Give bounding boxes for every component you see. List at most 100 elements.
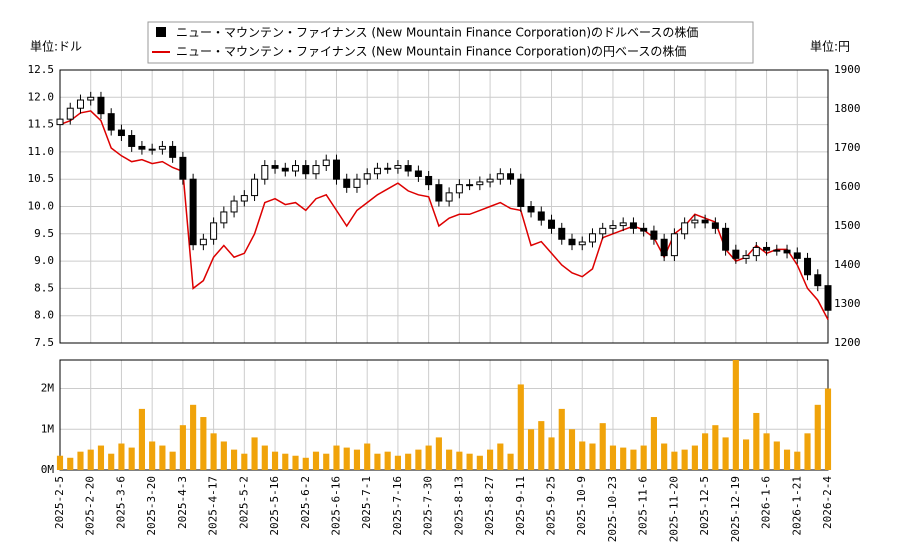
candle-body — [558, 227, 566, 240]
x-tick-label: 2025-12-19 — [729, 476, 742, 542]
y-tick-label: 12.0 — [28, 90, 55, 103]
x-tick-label: 2025-7-1 — [360, 476, 373, 529]
candle-body — [343, 178, 351, 188]
candle-body — [691, 219, 699, 224]
volume-bar — [77, 451, 84, 470]
candle-body — [732, 249, 740, 259]
candle-body — [517, 178, 525, 207]
candle-body — [804, 257, 812, 276]
volume-bar — [620, 447, 627, 470]
candle-body — [537, 211, 545, 221]
candle-body — [373, 167, 381, 175]
volume-bar — [691, 445, 698, 470]
candle-body — [548, 219, 556, 229]
y-tick-label: 11.0 — [28, 145, 55, 158]
candle-body — [527, 206, 535, 213]
volume-bar — [343, 447, 350, 470]
y-tick-label: 8.5 — [34, 281, 54, 294]
candle-body — [189, 178, 197, 246]
candle-body — [169, 145, 177, 158]
legend-label: ニュー・マウンテン・ファイナンス (New Mountain Finance C… — [176, 25, 698, 40]
y2-tick-label: 1500 — [834, 219, 861, 232]
volume-bar — [149, 441, 156, 470]
volume-bar — [425, 445, 432, 470]
volume-bar — [517, 384, 524, 470]
y2-tick-label: 1300 — [834, 297, 861, 310]
y-tick-label: 7.5 — [34, 336, 54, 349]
x-tick-label: 2025-12-5 — [698, 476, 711, 536]
y-tick-label: 12.5 — [28, 63, 55, 76]
candle-body — [251, 178, 259, 197]
candle-body — [496, 173, 504, 180]
candle-body — [681, 222, 689, 235]
x-tick-label: 2025-11-6 — [637, 476, 650, 536]
volume-bar — [251, 437, 258, 470]
volume-bar — [323, 453, 330, 470]
candle-body — [261, 165, 269, 180]
candle-body — [783, 249, 791, 254]
y2-tick-label: 1400 — [834, 258, 861, 271]
x-tick-label: 2025-6-2 — [299, 476, 312, 529]
y-tick-label: 11.5 — [28, 118, 55, 131]
volume-bar — [97, 445, 105, 470]
candle-body — [158, 145, 166, 150]
candle-body — [435, 184, 443, 202]
x-tick-label: 2025-4-3 — [176, 476, 189, 529]
volume-tick-label: 2M — [41, 382, 55, 395]
volume-bar — [538, 421, 545, 470]
y-tick-label: 9.0 — [34, 254, 54, 267]
volume-bar — [108, 453, 115, 470]
volume-bar — [609, 445, 617, 470]
volume-bar — [732, 360, 739, 470]
volume-bar — [190, 404, 197, 470]
candle-body — [97, 96, 105, 115]
candle-body — [240, 195, 248, 202]
candle-body — [670, 233, 678, 257]
candle-body — [455, 184, 463, 194]
candle-body — [568, 238, 576, 246]
candle-body — [302, 165, 310, 175]
x-tick-label: 2026-2-4 — [821, 476, 834, 529]
y2-tick-label: 1200 — [834, 336, 861, 349]
yen-line — [59, 110, 829, 320]
volume-bar — [650, 417, 657, 470]
candle-body — [752, 246, 760, 257]
y2-tick-label: 1900 — [834, 63, 861, 76]
candle-body — [640, 227, 648, 232]
volume-bar — [527, 429, 535, 470]
candle-body — [312, 165, 320, 175]
volume-bar — [814, 404, 821, 470]
volume-bar — [456, 451, 463, 470]
volume-bar — [804, 433, 811, 470]
volume-bar — [56, 455, 64, 470]
volume-bar — [783, 449, 791, 470]
candle-body — [507, 173, 515, 180]
candle-body — [66, 107, 74, 120]
candle-body — [486, 178, 494, 183]
candle-body — [599, 227, 607, 235]
candle-body — [117, 129, 125, 137]
volume-bar — [497, 443, 504, 470]
y2-tick-label: 1800 — [834, 102, 861, 115]
x-tick-label: 2025-2-20 — [84, 476, 97, 536]
volume-bar — [824, 388, 832, 470]
x-tick-label: 2025-9-25 — [545, 476, 558, 536]
volume-bar — [364, 443, 371, 470]
candle-body — [445, 192, 453, 202]
volume-bar — [466, 453, 473, 470]
volume-bar — [394, 455, 401, 470]
candle-body — [814, 274, 822, 287]
x-tick-label: 2025-7-30 — [422, 476, 435, 536]
x-tick-label: 2025-9-11 — [514, 476, 527, 536]
x-tick-label: 2025-2-5 — [53, 476, 66, 529]
candle-body — [220, 211, 228, 224]
volume-tick-label: 1M — [41, 422, 55, 435]
volume-bar — [241, 453, 248, 470]
volume-tick-label: 0M — [41, 463, 55, 476]
candle-body — [414, 170, 422, 177]
candle-body — [619, 222, 627, 227]
x-tick-label: 2025-5-2 — [237, 476, 250, 529]
candle-body — [332, 159, 340, 180]
